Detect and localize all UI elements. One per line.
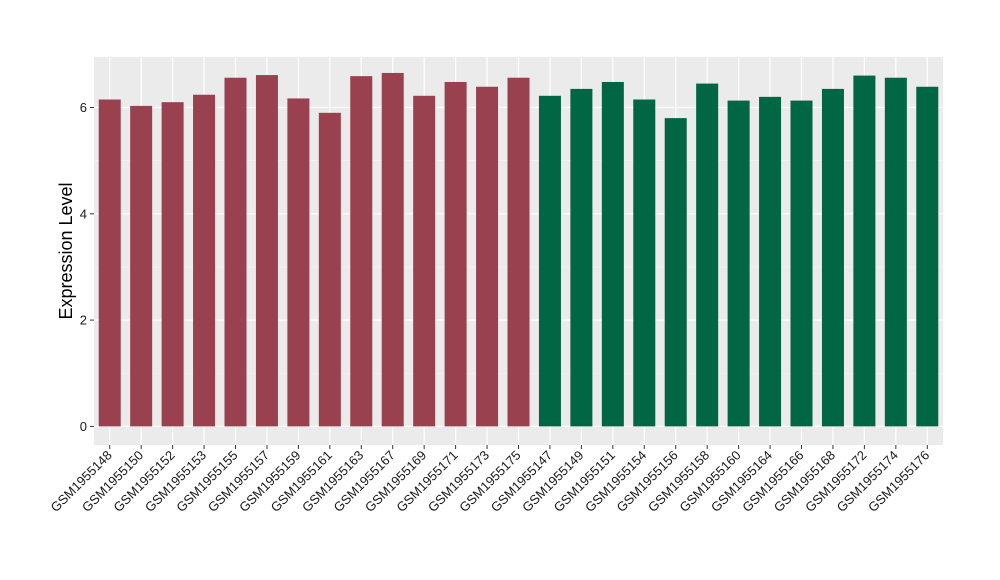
y-tick-label: 4 <box>80 206 87 221</box>
bar <box>538 95 561 427</box>
bar <box>570 88 593 427</box>
bar <box>287 98 310 427</box>
bar <box>193 94 216 427</box>
bar <box>821 88 844 427</box>
bar <box>790 100 813 427</box>
bar <box>413 95 436 427</box>
bar <box>696 83 719 427</box>
y-axis-title: Expression Level <box>56 182 76 319</box>
bar <box>130 105 153 427</box>
bar <box>255 75 278 427</box>
y-axis: 0 2 4 6 <box>80 100 94 434</box>
bar <box>853 75 876 427</box>
bar <box>601 81 624 427</box>
y-tick-label: 6 <box>80 100 87 115</box>
bar <box>161 102 184 427</box>
bar <box>884 77 907 427</box>
bar <box>633 99 656 427</box>
bar <box>381 72 404 427</box>
y-tick-label: 0 <box>80 419 87 434</box>
bars <box>98 72 939 427</box>
bar <box>224 77 247 427</box>
bar <box>350 76 373 427</box>
bar <box>444 81 467 427</box>
bar <box>318 112 341 427</box>
y-tick-label: 2 <box>80 313 87 328</box>
bar <box>727 100 750 427</box>
bar <box>476 86 499 427</box>
bar <box>98 99 121 427</box>
bar <box>916 86 939 427</box>
bar <box>664 118 687 427</box>
bar <box>507 77 530 427</box>
x-axis: GSM1955148GSM1955150GSM1955152GSM1955153… <box>48 445 932 515</box>
bar <box>759 96 782 427</box>
